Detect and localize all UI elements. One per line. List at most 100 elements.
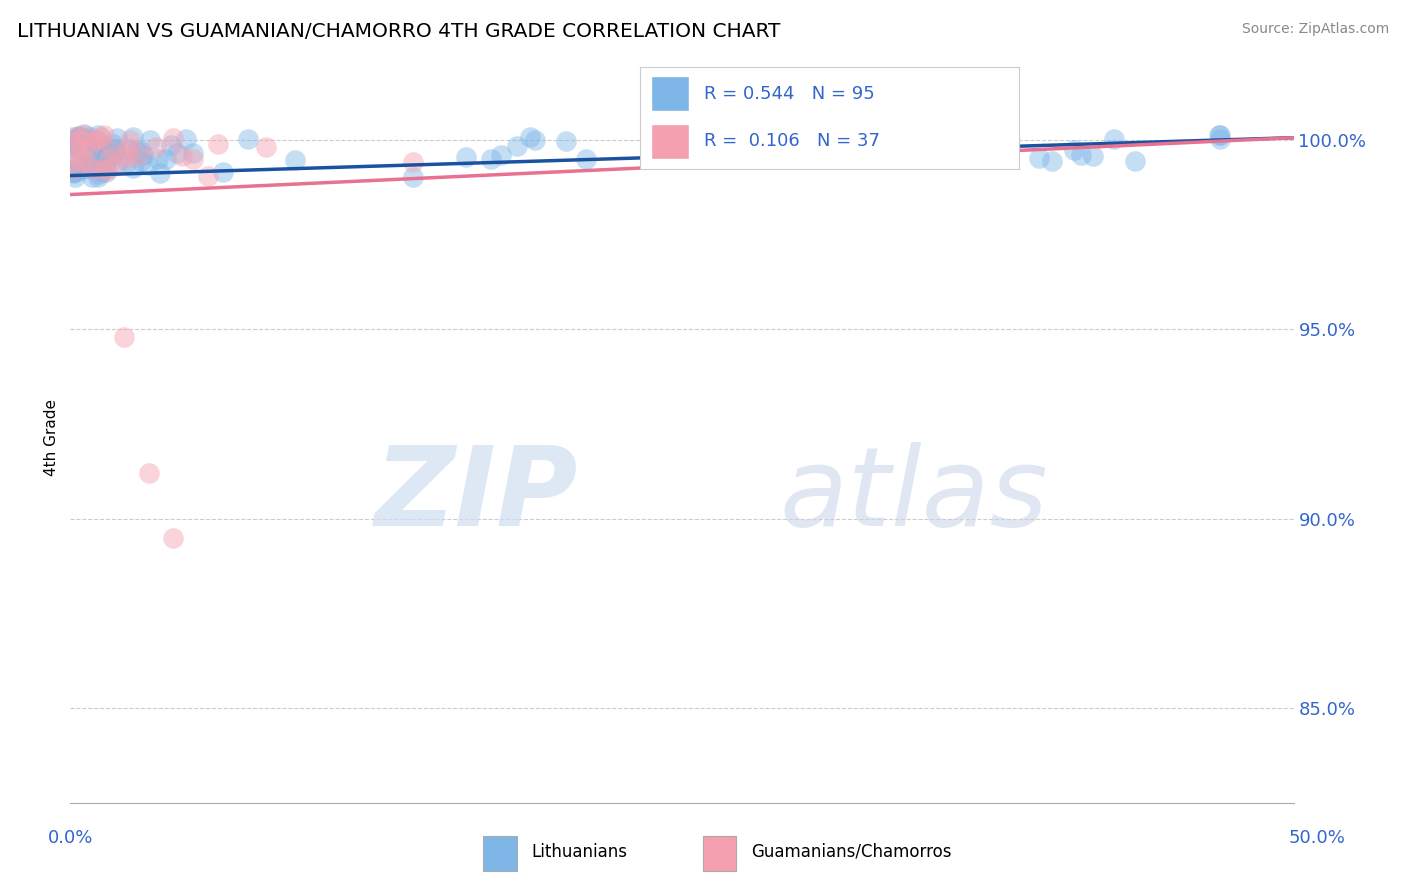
Bar bbox=[484, 836, 516, 871]
Point bbox=[77, 132, 100, 146]
Bar bbox=[651, 124, 689, 159]
Point bbox=[456, 150, 478, 164]
Text: 0.0%: 0.0% bbox=[48, 829, 93, 847]
Point bbox=[107, 154, 129, 169]
Point bbox=[65, 161, 87, 175]
Point bbox=[555, 134, 578, 148]
Point bbox=[703, 134, 725, 148]
Point bbox=[129, 144, 152, 158]
Point bbox=[86, 133, 108, 147]
Point bbox=[1104, 132, 1126, 146]
Point bbox=[103, 145, 125, 160]
Point bbox=[63, 136, 86, 151]
Point bbox=[929, 128, 952, 142]
Point bbox=[66, 130, 89, 145]
Point bbox=[118, 132, 141, 146]
Point bbox=[107, 131, 129, 145]
Text: 50.0%: 50.0% bbox=[1289, 829, 1346, 847]
Point bbox=[87, 154, 110, 169]
Point bbox=[174, 132, 197, 146]
Point bbox=[181, 152, 204, 166]
Point bbox=[87, 169, 110, 184]
Point bbox=[115, 154, 138, 169]
Point bbox=[62, 166, 84, 180]
Point bbox=[105, 143, 128, 157]
Bar bbox=[703, 836, 737, 871]
Point bbox=[136, 158, 159, 172]
Point bbox=[66, 161, 89, 176]
Point bbox=[128, 147, 150, 161]
Point bbox=[83, 145, 105, 159]
Point bbox=[80, 169, 103, 184]
Point bbox=[121, 161, 143, 176]
Point bbox=[1070, 148, 1092, 162]
Point bbox=[79, 140, 101, 154]
Point bbox=[65, 170, 87, 185]
Point bbox=[86, 141, 108, 155]
Point bbox=[479, 153, 502, 167]
Point bbox=[65, 165, 87, 179]
Point bbox=[166, 146, 188, 161]
Point bbox=[935, 141, 957, 155]
Text: atlas: atlas bbox=[780, 442, 1049, 549]
Point bbox=[117, 140, 139, 154]
Point bbox=[96, 145, 118, 159]
Point bbox=[155, 152, 177, 166]
Point bbox=[575, 152, 598, 166]
Point bbox=[506, 138, 529, 153]
Text: Guamanians/Chamorros: Guamanians/Chamorros bbox=[751, 843, 952, 861]
Point bbox=[129, 154, 152, 169]
Point bbox=[66, 148, 89, 162]
Point bbox=[82, 161, 104, 175]
Point bbox=[98, 152, 121, 166]
Point bbox=[118, 144, 141, 158]
Point bbox=[402, 170, 425, 185]
Point bbox=[162, 531, 184, 545]
Text: R =  0.106   N = 37: R = 0.106 N = 37 bbox=[704, 132, 880, 150]
Point bbox=[72, 152, 94, 166]
Point bbox=[62, 136, 84, 150]
Point bbox=[66, 129, 89, 144]
Point bbox=[112, 150, 135, 164]
Point bbox=[104, 141, 127, 155]
Point bbox=[103, 159, 125, 173]
Point bbox=[98, 149, 121, 163]
Point bbox=[87, 167, 110, 181]
Point bbox=[212, 165, 235, 179]
Text: R = 0.544   N = 95: R = 0.544 N = 95 bbox=[704, 85, 875, 103]
Point bbox=[181, 145, 204, 160]
Point bbox=[127, 144, 149, 158]
Point bbox=[90, 164, 112, 178]
Point bbox=[73, 161, 96, 176]
Point bbox=[146, 152, 169, 166]
Point bbox=[93, 163, 115, 178]
Point bbox=[524, 133, 547, 147]
Point bbox=[807, 143, 830, 157]
Point bbox=[1040, 153, 1063, 168]
Point bbox=[79, 161, 101, 175]
Point bbox=[63, 162, 86, 177]
Point bbox=[138, 466, 160, 480]
Point bbox=[90, 141, 112, 155]
Point bbox=[96, 162, 118, 177]
Point bbox=[67, 129, 90, 144]
Point bbox=[519, 130, 541, 145]
Point bbox=[82, 146, 104, 161]
Point bbox=[1081, 149, 1104, 163]
Point bbox=[62, 141, 84, 155]
Point bbox=[900, 143, 922, 157]
Point bbox=[236, 132, 259, 146]
Point bbox=[160, 138, 183, 153]
Point bbox=[80, 160, 103, 174]
Point bbox=[132, 148, 155, 162]
Point bbox=[149, 166, 172, 180]
Point bbox=[207, 137, 229, 152]
Point bbox=[824, 132, 846, 146]
Point bbox=[62, 130, 84, 145]
Point bbox=[101, 137, 124, 152]
Point bbox=[83, 162, 105, 177]
Point bbox=[62, 155, 84, 169]
Point bbox=[69, 129, 91, 144]
Point bbox=[254, 140, 277, 154]
Bar bbox=[651, 76, 689, 111]
